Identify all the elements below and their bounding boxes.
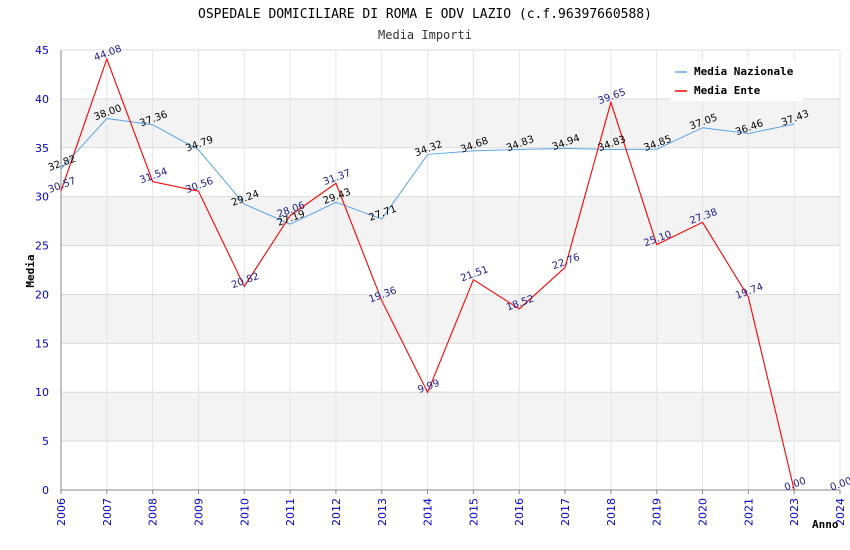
series-lines xyxy=(60,57,795,491)
x-tick-2024: 2024 xyxy=(834,498,847,526)
y-tick-5: 5 xyxy=(42,435,49,448)
chart-title: OSPEDALE DOMICILIARE DI ROMA E ODV LAZIO… xyxy=(198,7,652,22)
x-tick-2011: 2011 xyxy=(284,498,297,526)
x-tick-2014: 2014 xyxy=(422,498,435,526)
x-tick-2010: 2010 xyxy=(238,498,251,526)
x-tick-2021: 2021 xyxy=(742,498,755,526)
y-tick-0: 0 xyxy=(42,484,49,497)
x-tick-2012: 2012 xyxy=(330,498,343,526)
data-label-media-ente-2017: 22.76 xyxy=(551,252,582,272)
legend-label-media-ente: Media Ente xyxy=(694,84,761,97)
y-tick-40: 40 xyxy=(35,93,49,106)
background-bands xyxy=(61,98,840,442)
x-tick-labels: 2006 2007 2008 2009 2010 2011 2012 2013 2014 2015… xyxy=(55,498,847,526)
legend-label-media-nazionale: Media Nazionale xyxy=(694,65,794,78)
x-tick-2008: 2008 xyxy=(147,498,160,526)
axes xyxy=(60,50,841,494)
y-tick-25: 25 xyxy=(35,240,49,253)
x-axis-label: Anno xyxy=(812,518,839,531)
y-tick-30: 30 xyxy=(35,191,49,204)
data-label-media-ente-2015: 21.51 xyxy=(459,264,490,284)
data-label-media-nazionale-2006: 32.82 xyxy=(47,154,78,174)
legend: Media Nazionale Media Ente xyxy=(671,61,803,101)
series-line-media-nazionale xyxy=(60,117,795,225)
x-tick-2006: 2006 xyxy=(55,498,68,526)
x-tick-2007: 2007 xyxy=(101,498,114,526)
x-tick-2019: 2019 xyxy=(651,498,664,526)
legend-box xyxy=(671,61,803,101)
y-tick-35: 35 xyxy=(35,142,49,155)
y-tick-15: 15 xyxy=(35,337,49,350)
x-tick-2018: 2018 xyxy=(605,498,618,526)
y-tick-10: 10 xyxy=(35,386,49,399)
x-tick-2020: 2020 xyxy=(697,498,710,526)
y-tick-20: 20 xyxy=(35,288,49,301)
data-label-media-ente-2010: 20.82 xyxy=(230,271,261,291)
data-label-media-ente-2006: 30.57 xyxy=(47,176,78,196)
y-tick-45: 45 xyxy=(35,44,49,57)
x-tick-2016: 2016 xyxy=(513,498,526,526)
data-label-media-ente-2023: 0.00 xyxy=(783,476,808,494)
data-label-media-ente-2024: 0.00 xyxy=(829,476,850,494)
band-5 xyxy=(61,196,840,246)
x-tick-2013: 2013 xyxy=(376,498,389,526)
band-1 xyxy=(61,392,840,442)
x-tick-2023: 2023 xyxy=(788,498,801,526)
x-tick-2015: 2015 xyxy=(467,498,480,526)
chart-subtitle: Media Importi xyxy=(378,28,472,42)
x-tick-2009: 2009 xyxy=(192,498,205,526)
band-7 xyxy=(61,98,840,148)
y-tick-labels: 0 5 10 15 20 25 30 35 40 45 xyxy=(35,44,49,497)
y-axis-label: Media xyxy=(24,254,37,287)
x-tick-2017: 2017 xyxy=(559,498,572,526)
series-line-media-ente xyxy=(60,57,795,491)
data-label-media-ente-2008: 31.54 xyxy=(138,166,169,186)
